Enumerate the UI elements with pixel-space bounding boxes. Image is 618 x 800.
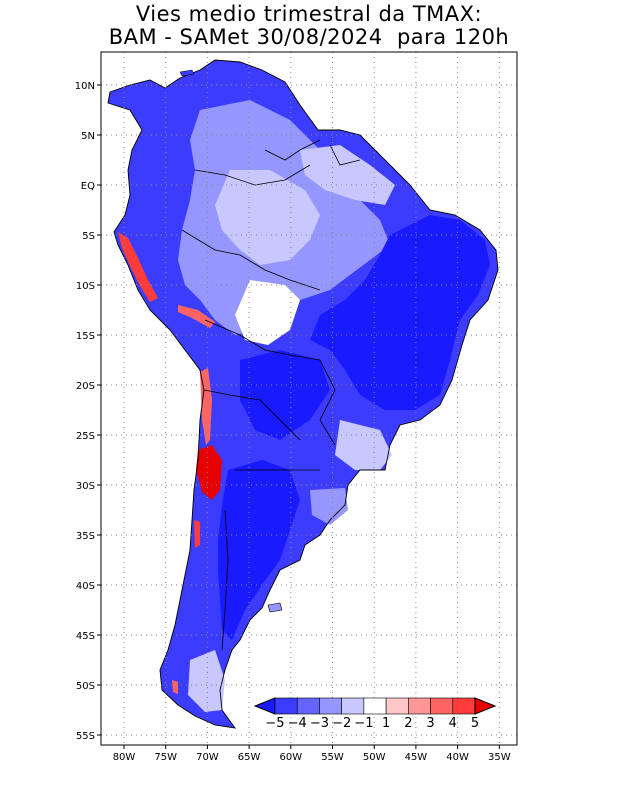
map-title-line2: BAM - SAMet 30/08/2024 para 120h	[108, 25, 510, 49]
colorbar-arrow-high	[474, 697, 497, 715]
lat-label: 50S	[76, 681, 95, 692]
lon-label: 60W	[279, 752, 302, 763]
colorbar-label: −5	[265, 716, 284, 731]
lat-label: 30S	[76, 481, 95, 492]
colorbar-box	[363, 697, 387, 715]
lat-label: 5N	[81, 131, 95, 142]
lat-label: 20S	[76, 381, 95, 392]
longitude-labels: 80W 75W 70W 65W 60W 55W 50W 45W 40W 35W	[113, 745, 511, 763]
lon-label: 35W	[488, 752, 511, 763]
lat-label: 25S	[76, 431, 95, 442]
colorbar-box	[319, 697, 342, 715]
lat-label: 5S	[82, 231, 95, 242]
region-lightest-central	[215, 170, 320, 265]
colorbar-box	[430, 697, 454, 715]
warm-peru-andes	[178, 305, 215, 328]
colorbar-label: −4	[288, 716, 307, 731]
falkland-islands	[267, 602, 283, 613]
warm-chile-central	[196, 445, 222, 500]
colorbar-label: −3	[310, 716, 329, 731]
colorbar-box	[408, 697, 431, 715]
lon-label: 45W	[405, 752, 428, 763]
colorbar-label: 1	[382, 716, 390, 731]
lat-label: 40S	[76, 581, 95, 592]
colorbar-box	[341, 697, 365, 715]
colorbar-label: 2	[404, 716, 412, 731]
warm-peru-coast	[118, 232, 158, 302]
lon-label: 55W	[321, 752, 344, 763]
colorbar: −5 −4 −3 −2 −1 1 2 3 4 5	[253, 697, 497, 731]
colorbar-label: 5	[471, 716, 479, 731]
colorbar-label: −1	[354, 716, 373, 731]
colorbar-box	[452, 697, 476, 715]
coastline	[107, 59, 499, 729]
lon-label: 80W	[113, 752, 136, 763]
region-light-southeast	[335, 420, 392, 470]
colorbar-box	[296, 697, 320, 715]
warm-patagonia-fjords	[172, 680, 178, 694]
graticule	[101, 52, 517, 745]
lat-label: 10S	[76, 281, 95, 292]
lat-label: 10N	[75, 81, 95, 92]
region-light-uruguay	[310, 488, 348, 525]
lat-label: 45S	[76, 631, 95, 642]
region-light-patagonia	[188, 650, 225, 712]
warm-chile-south	[194, 520, 200, 548]
lon-label: 50W	[363, 752, 386, 763]
lon-label: 75W	[154, 752, 177, 763]
region-dark-argentina	[218, 460, 300, 640]
colorbar-box	[274, 697, 298, 715]
region-near-zero	[235, 280, 300, 345]
region-dark-brazil	[310, 215, 490, 410]
region-dark-chaco	[240, 350, 330, 440]
lat-label: EQ	[81, 181, 95, 192]
lat-label: 55S	[76, 731, 95, 742]
latitude-labels: 10N 5N EQ 5S 10S 15S 20S 25S 30S 35S 40S 45S 50S 55S	[75, 81, 101, 742]
caribbean-islands	[179, 69, 195, 77]
colorbar-label: −2	[332, 716, 351, 731]
lon-label: 70W	[196, 752, 219, 763]
region-light-guianas	[300, 145, 395, 205]
lon-label: 40W	[446, 752, 469, 763]
colorbar-label: 4	[449, 716, 457, 731]
map-title-line1: Vies medio trimestral da TMAX:	[135, 2, 483, 26]
lon-label: 65W	[238, 752, 261, 763]
lat-label: 35S	[76, 531, 95, 542]
colorbar-label: 3	[426, 716, 434, 731]
map-frame	[100, 51, 518, 746]
colorbar-box	[385, 697, 409, 715]
lat-label: 15S	[76, 331, 95, 342]
bias-field	[101, 52, 517, 745]
